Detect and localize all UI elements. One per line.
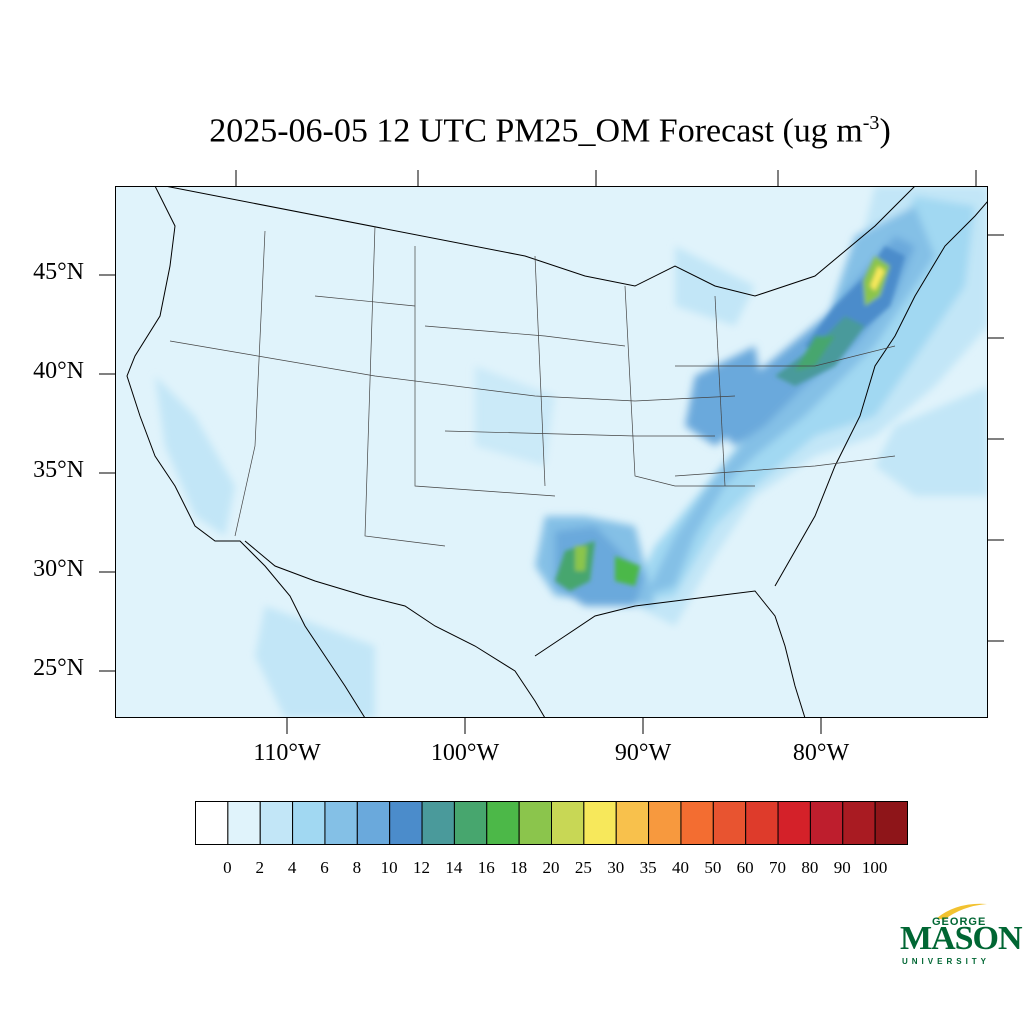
colorbar-swatch — [745, 801, 779, 845]
colorbar-swatch — [777, 801, 811, 845]
lat-label-25: 25°N — [33, 655, 84, 681]
high-concentration-field — [555, 246, 905, 591]
colorbar-swatch — [518, 801, 553, 845]
colorbar-swatch — [324, 801, 358, 845]
lat-label-30: 30°N — [33, 556, 84, 582]
colorbar-label: 100 — [861, 858, 888, 877]
logo-george: GEORGE — [932, 916, 987, 928]
colorbar-label: 6 — [320, 858, 329, 877]
colorbar-label: 0 — [223, 858, 232, 877]
boundaries — [126, 186, 988, 718]
colorbar-swatch — [356, 801, 391, 845]
colorbar-swatch — [486, 801, 520, 845]
colorbar-label: 25 — [574, 858, 592, 877]
colorbar-label: 40 — [671, 858, 689, 877]
colorbar-swatch — [421, 801, 455, 845]
colorbar-swatch — [551, 801, 585, 845]
lon-label-80: 80°W — [792, 740, 850, 766]
colorbar-label: 30 — [607, 858, 625, 877]
colorbar-label: 8 — [352, 858, 362, 877]
lat-label-45: 45°N — [33, 259, 84, 285]
colorbar-label: 12 — [413, 858, 431, 877]
lon-label-110: 110°W — [253, 740, 321, 766]
colorbar-label: 14 — [445, 858, 463, 877]
colorbar-swatch — [648, 801, 682, 845]
state-lines — [169, 225, 896, 547]
george-mason-logo: GEORGE MASON UNIVERSITY — [896, 900, 1023, 970]
colorbar-swatch — [680, 801, 714, 845]
colorbar-swatch — [227, 801, 261, 845]
colorbar-label: 16 — [477, 858, 495, 877]
title-superscript: -3 — [862, 112, 880, 134]
map-frame — [115, 186, 988, 718]
pm25-forecast-map — [115, 186, 988, 718]
lon-label-90: 90°W — [614, 740, 672, 766]
title-text: 2025-06-05 12 UTC PM25_OM Forecast (ug m — [209, 112, 863, 150]
colorbar-swatch — [195, 801, 229, 845]
colorbar-label: 60 — [736, 858, 754, 877]
colorbar-swatch — [809, 801, 844, 845]
colorbar-swatch — [712, 801, 747, 845]
colorbar-label: 80 — [801, 858, 819, 877]
map-title: 2025-06-05 12 UTC PM25_OM Forecast (ug m… — [0, 112, 1024, 150]
colorbar-label: 20 — [542, 858, 560, 877]
title-closing: ) — [879, 112, 891, 150]
colorbar-swatch — [583, 801, 617, 845]
colorbar-swatch — [874, 801, 908, 845]
colorbar-swatch — [389, 801, 423, 845]
colorbar-label: 10 — [380, 858, 398, 877]
colorbar-label: 70 — [769, 858, 787, 877]
logo-mason: MASON — [900, 920, 1023, 957]
colorbar-swatch — [292, 801, 326, 845]
colorbar-swatch — [842, 801, 876, 845]
colorbar-swatch — [615, 801, 650, 845]
colorbar-label: 4 — [287, 858, 297, 877]
colorbar-label: 50 — [704, 858, 722, 877]
lat-label-40: 40°N — [33, 358, 84, 384]
colorbar-swatch — [453, 801, 488, 845]
colorbar-label: 90 — [833, 858, 851, 877]
logo-university: UNIVERSITY — [902, 957, 991, 966]
colorbar-label: 2 — [255, 858, 264, 877]
colorbar-label: 35 — [639, 858, 657, 877]
lat-label-35: 35°N — [33, 457, 84, 483]
colorbar — [195, 801, 908, 845]
colorbar-label: 18 — [510, 858, 528, 877]
colorbar-swatch — [259, 801, 294, 845]
lon-label-100: 100°W — [430, 740, 500, 766]
logo-swoosh-icon — [937, 903, 987, 920]
